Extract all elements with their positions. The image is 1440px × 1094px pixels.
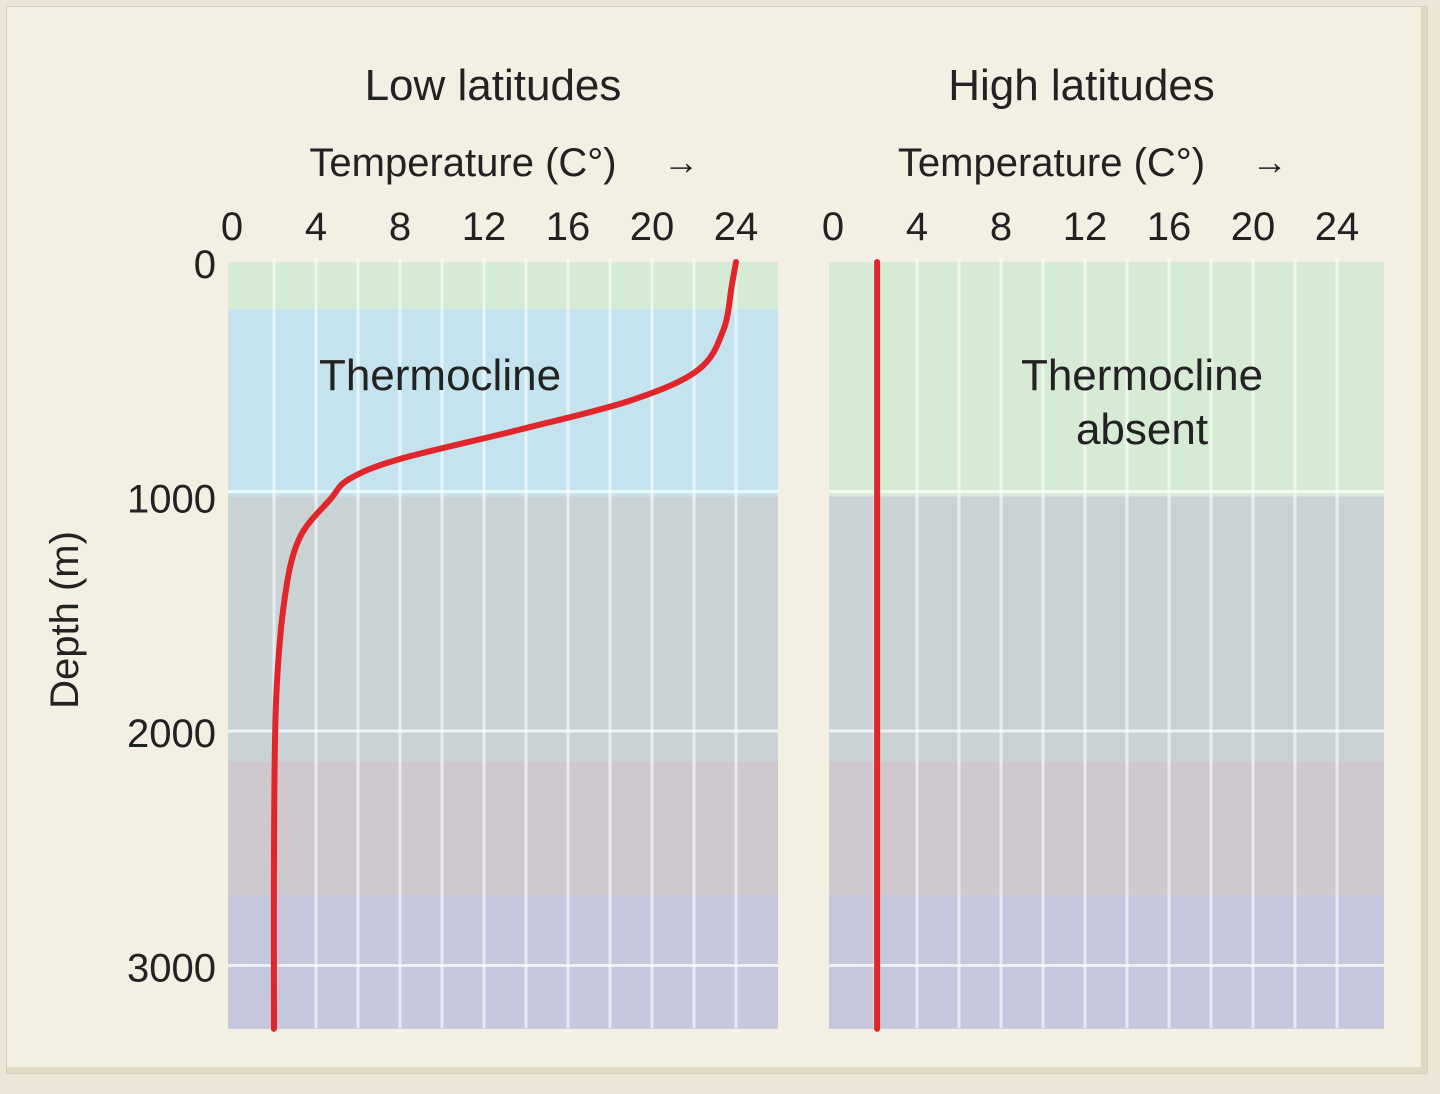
x-tick-label: 24	[714, 205, 759, 249]
x-tick-label: 8	[389, 205, 411, 249]
depth-band	[829, 895, 1384, 1029]
annotation-label: Thermocline	[1021, 351, 1263, 400]
depth-band	[228, 262, 778, 309]
panel-high-latitudes: High latitudes Temperature (C°) → 0 4 8 12 16 20…	[822, 61, 1384, 1032]
x-tick-label: 12	[462, 205, 507, 249]
y-tick-label: 3000	[127, 947, 216, 991]
x-tick-label: 20	[630, 205, 675, 249]
arrow-icon: →	[1252, 141, 1288, 182]
temperature-curve	[270, 259, 739, 1032]
x-tick-label: 16	[1147, 205, 1192, 249]
depth-band	[228, 308, 778, 497]
x-tick-label: 16	[546, 205, 591, 249]
y-tick-label: 1000	[127, 478, 216, 522]
x-tick-label: 24	[1315, 205, 1360, 249]
x-tick-label: 12	[1063, 205, 1108, 249]
y-tick-label: 2000	[127, 712, 216, 756]
x-tick-label: 0	[221, 205, 243, 249]
panel-low-latitudes: Low latitudes Temperature (C°) → 0 4 8 12 16 20 2…	[43, 61, 778, 1032]
depth-band	[228, 895, 778, 1029]
panel-title: Low latitudes	[365, 61, 622, 110]
depth-band	[829, 262, 1384, 497]
annotation-label: Thermocline	[319, 351, 561, 400]
x-tick-label: 20	[1231, 205, 1276, 249]
depth-band	[228, 761, 778, 896]
depth-band	[228, 496, 778, 762]
x-tick-label: 4	[305, 205, 327, 249]
y-tick-label: 0	[194, 243, 216, 287]
x-tick-label: 0	[822, 205, 844, 249]
panel-title: High latitudes	[948, 61, 1215, 110]
x-tick-label: 8	[990, 205, 1012, 249]
x-axis-label: Temperature (C°)	[898, 141, 1205, 185]
depth-band	[829, 496, 1384, 762]
annotation-label: absent	[1076, 405, 1208, 454]
depth-band	[829, 761, 1384, 896]
x-tick-label: 4	[906, 205, 928, 249]
arrow-icon: →	[663, 141, 699, 182]
y-axis-label: Depth (m)	[43, 531, 87, 709]
x-axis-label: Temperature (C°)	[309, 141, 616, 185]
